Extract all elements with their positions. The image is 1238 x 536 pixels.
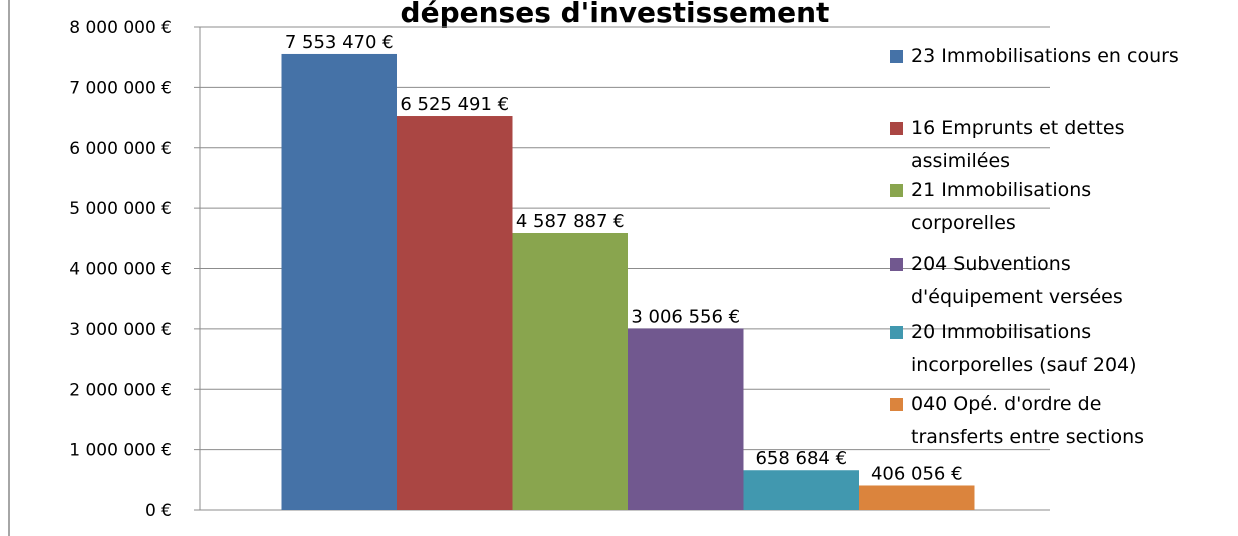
- y-tick-label: 2 000 000 €: [69, 380, 172, 400]
- legend-label: 204 Subventions d'équipement versées: [911, 253, 1123, 308]
- legend-label: 20 Immobilisations incorporelles (sauf 2…: [911, 321, 1137, 376]
- y-tick-label: 6 000 000 €: [69, 139, 172, 159]
- legend-swatch: [890, 50, 903, 63]
- data-label: 3 006 556 €: [631, 306, 740, 327]
- legend-swatch: [890, 184, 903, 197]
- legend-swatch: [890, 122, 903, 135]
- bar: [628, 328, 744, 510]
- y-tick-label: 4 000 000 €: [69, 260, 172, 280]
- y-tick-label: 5 000 000 €: [69, 199, 172, 219]
- legend-swatch: [890, 258, 903, 271]
- y-tick-label: 3 000 000 €: [69, 320, 172, 340]
- legend-entry: 23 Immobilisations en cours: [890, 40, 1190, 73]
- legend-swatch: [890, 398, 903, 411]
- legend-entry: 204 Subventions d'équipement versées: [890, 248, 1190, 314]
- data-label: 406 056 €: [871, 463, 963, 484]
- data-label: 4 587 887 €: [516, 211, 625, 232]
- data-label: 7 553 470 €: [285, 32, 394, 53]
- chart-title: dépenses d'investissement: [401, 0, 830, 29]
- bar: [512, 233, 628, 510]
- data-label: 658 684 €: [755, 448, 847, 469]
- bar: [859, 485, 975, 510]
- y-tick-label: 7 000 000 €: [69, 78, 172, 98]
- y-tick-label: 8 000 000 €: [69, 18, 172, 38]
- legend-swatch: [890, 326, 903, 339]
- bar: [281, 53, 397, 510]
- legend-label: 21 Immobilisations corporelles: [911, 179, 1092, 234]
- legend-entry: 20 Immobilisations incorporelles (sauf 2…: [890, 316, 1190, 382]
- legend-label: 23 Immobilisations en cours: [911, 45, 1179, 67]
- bar: [743, 470, 859, 510]
- y-tick-label: 1 000 000 €: [69, 441, 172, 461]
- legend-entry: 21 Immobilisations corporelles: [890, 174, 1190, 240]
- legend-entry: 040 Opé. d'ordre de transferts entre sec…: [890, 388, 1190, 454]
- legend-label: 16 Emprunts et dettes assimilées: [911, 117, 1125, 172]
- data-label: 6 525 491 €: [400, 94, 509, 115]
- bar: [397, 116, 513, 510]
- y-tick-label: 0 €: [145, 501, 172, 521]
- legend-label: 040 Opé. d'ordre de transferts entre sec…: [911, 393, 1145, 448]
- legend-entry: 16 Emprunts et dettes assimilées: [890, 112, 1190, 178]
